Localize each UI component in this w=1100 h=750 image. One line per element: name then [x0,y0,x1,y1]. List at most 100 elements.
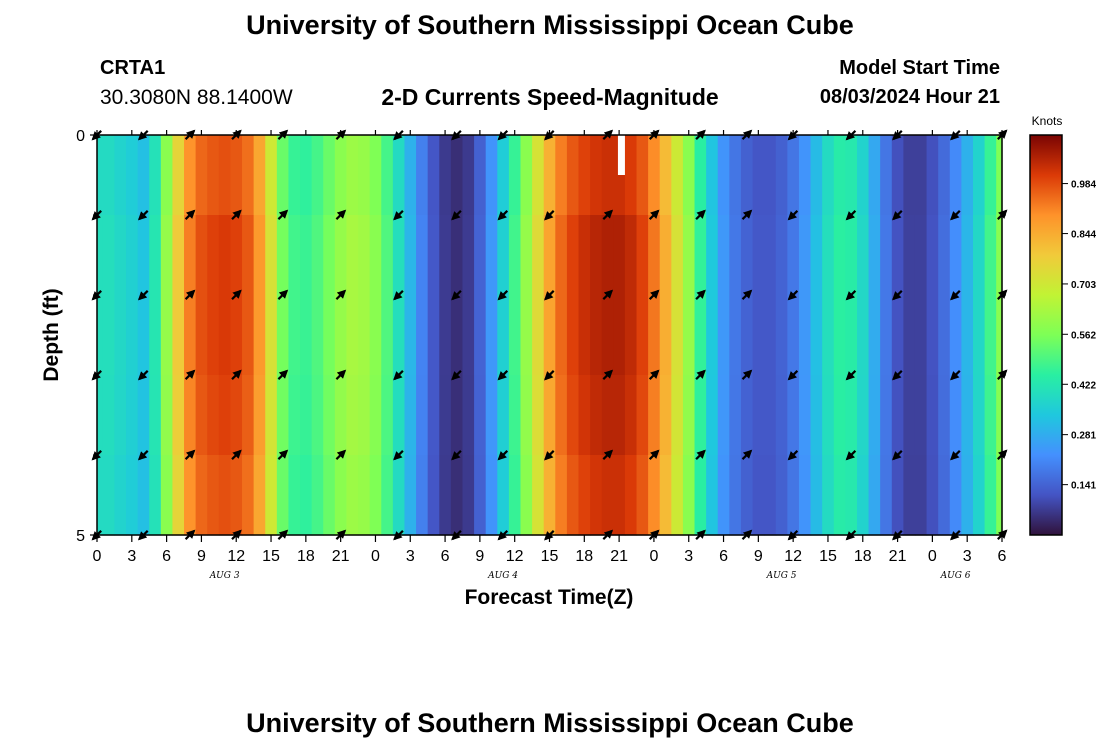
heatmap-cell [694,375,707,456]
heatmap-cell [984,455,997,536]
heatmap-cell [404,295,417,376]
heatmap-cell [671,455,684,536]
y-tick-label: 0 [76,128,85,145]
heatmap-cell [601,375,614,456]
heatmap-cell [729,455,742,536]
heatmap-cell [938,455,951,536]
heatmap-cell [996,215,1003,296]
heatmap-cell [184,295,197,376]
heatmap-cell [659,455,672,536]
heatmap-cell [532,295,545,376]
heatmap-cell [566,215,580,296]
heatmap-cell [369,215,382,296]
heatmap-cell [346,215,359,296]
heatmap-cell [97,375,104,456]
current-arrow [892,450,903,461]
heatmap-cell [485,215,498,296]
x-tick-label: 6 [998,548,1007,565]
heatmap-cell [787,295,800,376]
heatmap-cell [288,295,301,376]
heatmap-cell [648,215,661,296]
current-arrow [497,370,509,381]
current-arrow [845,450,857,461]
heatmap-cell [404,215,417,296]
heatmap-cell [369,375,382,456]
heatmap-cell [450,135,464,216]
heatmap-cell [114,455,127,536]
current-arrow [892,210,903,221]
heatmap-cell [775,135,788,216]
heatmap-cell [230,455,243,536]
heatmap-cell [752,295,765,376]
heatmap-cell [439,295,452,376]
heatmap-cell [590,375,603,456]
heatmap-cell [218,215,232,296]
heatmap-cell [520,455,533,536]
heatmap-cell [822,135,835,216]
heatmap-cell [520,295,533,376]
current-arrow [335,449,347,460]
current-arrow [451,290,462,301]
heatmap-cell [555,375,568,456]
heatmap-cell [671,215,684,296]
current-arrow [335,369,347,380]
bottom-title: University of Southern Mississippi Ocean… [246,708,854,738]
heatmap-cell [648,135,661,216]
heatmap-cell [207,215,220,296]
current-arrow [602,369,614,380]
heatmap-cell [218,375,232,456]
heatmap-cell [450,295,464,376]
heatmap-cell [184,375,197,456]
heatmap-cell [984,375,997,456]
heatmap-cell [242,295,255,376]
main-title: University of Southern Mississippi Ocean… [246,10,854,40]
model-start-value: 08/03/2024 Hour 21 [819,86,1000,108]
heatmap-cell [97,215,104,296]
heatmap-cell [891,215,904,296]
heatmap-cell [102,295,115,376]
heatmap-cell [740,215,754,296]
heatmap-cell [856,215,870,296]
heatmap-cell [775,455,788,536]
heatmap-cell [242,455,255,536]
heatmap-cell [996,295,1003,376]
current-arrow [602,289,614,300]
heatmap-cell [903,375,916,456]
heatmap-cell [230,295,243,376]
heatmap-cell [392,375,406,456]
heatmap-cell [160,135,174,216]
heatmap-cell [276,295,290,376]
heatmap-cell [810,375,823,456]
x-tick-label: 0 [371,548,380,565]
heatmap-cell [450,375,464,456]
heatmap-cell [253,375,266,456]
heatmap-cell [926,215,939,296]
heatmap-cell [230,375,243,456]
heatmap-cell [195,215,208,296]
heatmap-cell [323,455,336,536]
heatmap-cell [613,375,626,456]
heatmap-cell [949,215,962,296]
heatmap-cell [543,215,556,296]
heatmap-cell [300,375,313,456]
heatmap-cell [404,455,417,536]
heatmap-cell [485,375,498,456]
heatmap-cell [346,135,359,216]
heatmap-cell [810,295,823,376]
current-arrow [184,289,196,300]
heatmap-cell [833,215,846,296]
heatmap-cell [381,375,394,456]
heatmap-cell [717,455,730,536]
heatmap-cell [590,295,603,376]
heatmap-cell [369,455,382,536]
heatmap-cell [427,295,440,376]
heatmap-cell [474,135,487,216]
heatmap-cell [102,455,115,536]
heatmap-cell [427,455,440,536]
heatmap-cell [114,215,127,296]
heatmap-cell [694,295,707,376]
heatmap-cell [102,135,115,216]
heatmap-cell [659,375,672,456]
heatmap-cell [300,135,313,216]
heatmap-cell [914,375,928,456]
